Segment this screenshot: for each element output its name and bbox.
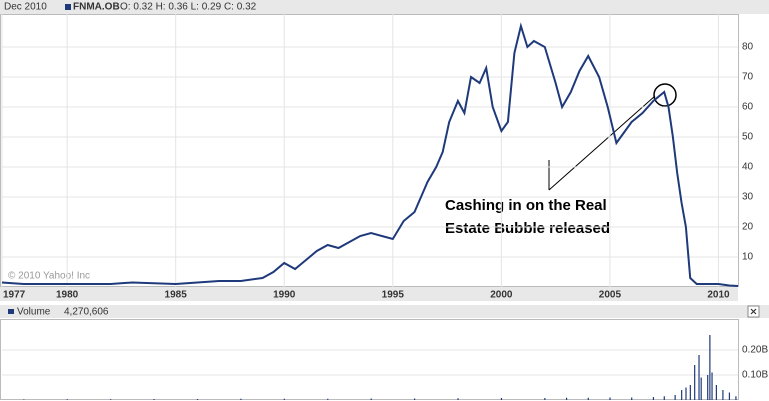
volume-bar bbox=[609, 397, 611, 400]
price-frame bbox=[0, 14, 739, 287]
volume-bar bbox=[685, 387, 687, 400]
volume-bar bbox=[689, 385, 691, 400]
volume-bar bbox=[327, 398, 329, 400]
volume-bar bbox=[735, 396, 737, 400]
y-tick-label: 50 bbox=[742, 132, 754, 143]
quote: O: 0.32 H: 0.36 L: 0.29 C: 0.32 bbox=[120, 2, 257, 13]
annotation-line-2: Estate Bubble released bbox=[445, 220, 610, 237]
y-tick-label: 20 bbox=[742, 222, 754, 233]
y-tick-label: 80 bbox=[742, 42, 754, 53]
volume-bar bbox=[722, 390, 724, 400]
x-axis-band bbox=[0, 287, 738, 301]
annotation-line bbox=[548, 95, 656, 191]
volume-value: 4,270,606 bbox=[64, 307, 109, 318]
annotation-line-1: Cashing in on the Real bbox=[445, 197, 607, 214]
volume-bar bbox=[711, 372, 713, 400]
y-tick-label: 10 bbox=[742, 252, 754, 263]
volume-bar bbox=[674, 395, 676, 400]
volume-bar bbox=[663, 396, 665, 400]
legend-swatch bbox=[65, 4, 71, 10]
volume-bar bbox=[23, 399, 25, 400]
volume-bar bbox=[707, 375, 709, 400]
volume-bar bbox=[652, 397, 655, 400]
volume-bar bbox=[694, 365, 696, 400]
volume-bar bbox=[370, 398, 372, 400]
volume-bar bbox=[153, 399, 155, 400]
volume-bar bbox=[66, 399, 68, 400]
volume-swatch bbox=[8, 309, 14, 314]
volume-bar bbox=[240, 398, 242, 400]
volume-bar bbox=[728, 392, 731, 400]
y-tick-label: 70 bbox=[742, 72, 754, 83]
y-tick-label: 30 bbox=[742, 192, 754, 203]
x-tick-label: 1980 bbox=[56, 290, 79, 301]
x-tick-label: 2000 bbox=[490, 290, 513, 301]
volume-bar bbox=[631, 397, 633, 400]
close-icon bbox=[750, 308, 757, 315]
date: Dec 2010 bbox=[4, 2, 47, 13]
y-tick-label: 40 bbox=[742, 162, 754, 173]
price-line bbox=[1, 22, 739, 287]
volume-bar bbox=[698, 355, 700, 400]
volume-bar bbox=[457, 398, 459, 400]
x-tick-label: 2010 bbox=[707, 290, 730, 301]
y-tick-label: 0.20B bbox=[742, 345, 768, 356]
volume-bar bbox=[110, 399, 112, 400]
header-band bbox=[0, 0, 769, 14]
volume-bar bbox=[681, 390, 683, 400]
volume-title: Volume bbox=[17, 307, 51, 318]
x-tick-label: 1995 bbox=[382, 290, 405, 301]
volume-frame bbox=[0, 319, 739, 400]
x-tick-label: 1990 bbox=[273, 290, 296, 301]
volume-bar bbox=[544, 398, 546, 400]
volume-header bbox=[0, 305, 769, 318]
volume-bar bbox=[565, 397, 568, 400]
credit: © 2010 Yahoo! Inc bbox=[8, 271, 90, 282]
volume-bar bbox=[414, 398, 416, 400]
volume-bar bbox=[196, 399, 199, 400]
volume-bar bbox=[700, 377, 702, 400]
volume-bar bbox=[709, 335, 711, 400]
x-tick-label: 1977 bbox=[3, 290, 26, 301]
annotation: Cashing in on the Real Estate Bubble rele… bbox=[445, 197, 610, 237]
annotation-circle bbox=[653, 83, 677, 107]
y-tick-label: 60 bbox=[742, 102, 754, 113]
ticker: FNMA.OB bbox=[73, 2, 120, 13]
volume-bar bbox=[715, 385, 717, 400]
volume-bar bbox=[587, 397, 589, 400]
volume-bar bbox=[500, 398, 503, 400]
x-tick-label: 2005 bbox=[599, 290, 622, 301]
x-tick-label: 1985 bbox=[165, 290, 188, 301]
volume-bar bbox=[283, 398, 285, 400]
y-tick-label: 0.10B bbox=[742, 370, 768, 381]
